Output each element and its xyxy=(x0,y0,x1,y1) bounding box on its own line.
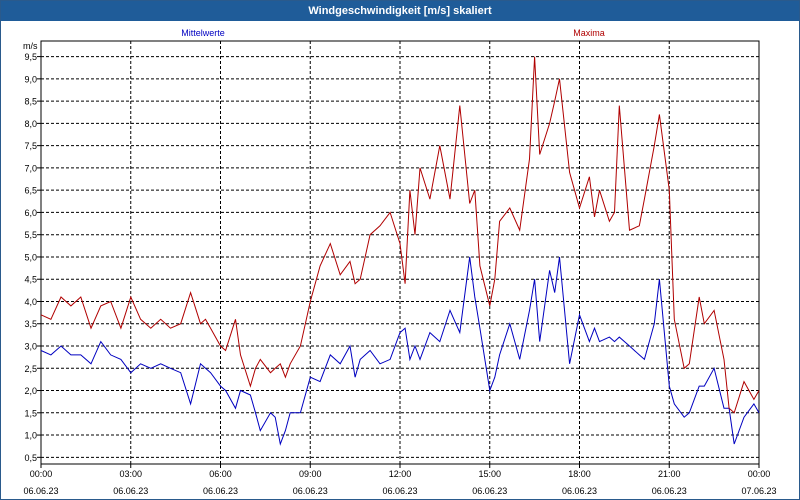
x-tick-time: 00:00 xyxy=(30,469,53,479)
y-tick-label: 1,5 xyxy=(24,408,37,418)
y-tick-label: 4,5 xyxy=(24,275,37,285)
legend-label-mittelwerte: Mittelwerte xyxy=(181,28,225,38)
y-tick-label: 9,5 xyxy=(24,52,37,62)
y-tick-label: 6,0 xyxy=(24,208,37,218)
wind-speed-chart: 0,5 1,0 1,5 2,0 2,5 3,0 3,5 4,0 4,5 5,0 5,5 6,0 6,5 7… xyxy=(23,28,777,496)
y-tick-label: 7,5 xyxy=(24,141,37,151)
plot-frame xyxy=(40,40,760,465)
x-tick-time: 03:00 xyxy=(119,469,142,479)
y-tick-label: 9,0 xyxy=(24,74,37,84)
x-tick-time: 21:00 xyxy=(658,469,681,479)
y-tick-label: 6,5 xyxy=(24,186,37,196)
x-tick-date: 06.06.23 xyxy=(23,486,58,496)
y-tick-label: 5,0 xyxy=(24,252,37,262)
x-tick-time: 06:00 xyxy=(209,469,232,479)
y-tick-label: 8,5 xyxy=(24,97,37,107)
y-tick-label: 1,0 xyxy=(24,431,37,441)
x-tick-date: 06.06.23 xyxy=(382,486,417,496)
x-tick-date: 07.06.23 xyxy=(741,486,776,496)
x-tick-time: 12:00 xyxy=(389,469,412,479)
window-title: Windgeschwindigkeit [m/s] skaliert xyxy=(1,1,799,21)
x-tick-time: 18:00 xyxy=(568,469,591,479)
y-tick-label: 4,0 xyxy=(24,297,37,307)
x-tick-date: 06.06.23 xyxy=(203,486,238,496)
series-line-mittelwerte xyxy=(40,256,760,446)
x-tick-time: 15:00 xyxy=(478,469,501,479)
x-tick-date: 06.06.23 xyxy=(293,486,328,496)
x-tick-date: 06.06.23 xyxy=(472,486,507,496)
x-tick-time: 00:00 xyxy=(748,469,771,479)
y-tick-label: 8,0 xyxy=(24,119,37,129)
x-tick-time: 09:00 xyxy=(299,469,322,479)
y-tick-label: 3,0 xyxy=(24,342,37,352)
y-tick-label: 5,5 xyxy=(24,230,37,240)
series-line-maxima xyxy=(40,56,760,414)
y-tick-label: 7,0 xyxy=(24,163,37,173)
y-tick-label: 0,5 xyxy=(24,453,37,463)
x-tick-date: 06.06.23 xyxy=(113,486,148,496)
y-tick-label: 2,0 xyxy=(24,386,37,396)
y-axis-label: m/s xyxy=(23,41,38,51)
x-tick-date: 06.06.23 xyxy=(562,486,597,496)
y-tick-label: 2,5 xyxy=(24,364,37,374)
x-tick-date: 06.06.23 xyxy=(652,486,687,496)
y-tick-label: 3,5 xyxy=(24,319,37,329)
legend-label-maxima: Maxima xyxy=(573,28,605,38)
